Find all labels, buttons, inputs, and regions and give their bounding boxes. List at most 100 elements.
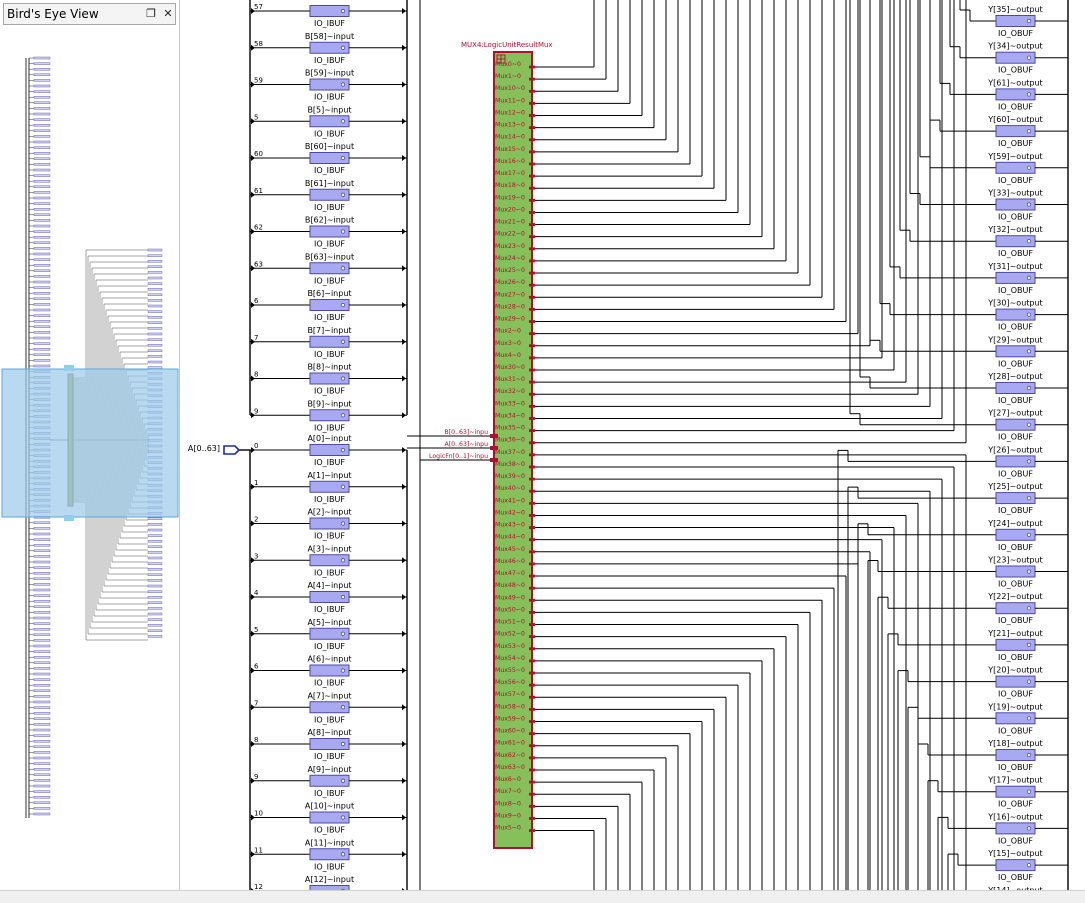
b-input-buffer[interactable]: 60 IO_IBUF B[60]~input	[250, 142, 407, 175]
y-output-buffer[interactable]: Y[33]~output IO_OBUF	[987, 189, 1068, 222]
a-input-buffer[interactable]: 0 IO_IBUF A[0]~input	[250, 434, 407, 467]
y-output-buffer[interactable]: Y[22]~output IO_OBUF	[987, 592, 1068, 625]
mux-output-pin[interactable]: Mux6~0	[495, 776, 535, 784]
mux-output-pin[interactable]: Mux37~0	[495, 449, 535, 457]
mux-output-pin[interactable]: Mux45~0	[495, 546, 535, 554]
viewport-indicator[interactable]	[1, 368, 179, 518]
mux-output-pin[interactable]: Mux46~0	[495, 558, 535, 566]
mux-output-pin[interactable]: Mux52~0	[495, 631, 535, 639]
y-output-buffer[interactable]: Y[32]~output IO_OBUF	[987, 225, 1068, 258]
mux-output-pin[interactable]: Mux39~0	[495, 473, 535, 481]
mux-output-pin[interactable]: Mux10~0	[495, 85, 535, 93]
b-input-buffer[interactable]: 6 IO_IBUF B[6]~input	[250, 289, 407, 322]
mux-output-pin[interactable]: Mux53~0	[495, 643, 535, 651]
mux-output-pin[interactable]: Mux35~0	[495, 425, 535, 432]
mux-output-pin[interactable]: Mux7~0	[495, 788, 535, 796]
mux-input-pin[interactable]: B[0..63]~inpu	[407, 429, 498, 438]
mux-output-pin[interactable]: Mux49~0	[495, 594, 535, 602]
mux-output-pin[interactable]: Mux23~0	[495, 243, 535, 251]
mux-output-pin[interactable]: Mux51~0	[495, 619, 535, 626]
mux-output-pin[interactable]: Mux3~0	[495, 340, 535, 348]
mux-output-pin[interactable]: Mux20~0	[495, 206, 535, 214]
mux-output-pin[interactable]: Mux11~0	[495, 97, 535, 105]
restore-icon[interactable]: ❐	[146, 7, 156, 20]
mux-output-pin[interactable]: Mux56~0	[495, 679, 535, 687]
mux-output-pin[interactable]: Mux55~0	[495, 667, 535, 675]
y-output-buffer[interactable]: Y[18]~output IO_OBUF	[987, 739, 1068, 772]
mux-output-pin[interactable]: Mux33~0	[495, 400, 535, 408]
mux-output-pin[interactable]: Mux2~0	[495, 328, 535, 336]
y-output-buffer[interactable]: Y[15]~output IO_OBUF	[987, 849, 1068, 882]
mux-output-pin[interactable]: Mux31~0	[495, 376, 535, 384]
y-output-buffer[interactable]: Y[30]~output IO_OBUF	[987, 299, 1068, 332]
a-input-buffer[interactable]: 11 IO_IBUF A[11]~input	[250, 838, 407, 871]
mux-output-pin[interactable]: Mux60~0	[495, 728, 535, 735]
mux-output-pin[interactable]: Mux25~0	[495, 267, 535, 275]
mux-output-pin[interactable]: Mux54~0	[495, 655, 535, 663]
y-output-buffer[interactable]: Y[25]~output IO_OBUF	[987, 482, 1068, 515]
b-input-buffer[interactable]: 57 IO_IBUF	[250, 3, 407, 28]
birds-eye-canvas[interactable]	[0, 28, 180, 890]
b-input-buffer[interactable]: 58 IO_IBUF B[58]~input	[250, 32, 407, 65]
mux-output-pin[interactable]: Mux27~0	[495, 291, 535, 299]
mux-output-pin[interactable]: Mux18~0	[495, 182, 535, 190]
ibuf-symbol[interactable]	[309, 885, 350, 891]
mux-output-pin[interactable]: Mux15~0	[495, 146, 535, 154]
mux-output-pin[interactable]: Mux50~0	[495, 606, 535, 614]
mux-output-pin[interactable]: Mux61~0	[495, 740, 535, 748]
y-output-buffer[interactable]: Y[35]~output IO_OBUF	[987, 5, 1068, 38]
a-input-buffer[interactable]: 2 IO_IBUF A[2]~input	[250, 508, 407, 541]
y-output-buffer[interactable]: Y[60]~output IO_OBUF	[987, 115, 1068, 148]
mux-output-pin[interactable]: Mux40~0	[495, 485, 535, 493]
mux-input-pin[interactable]: LogicFn[0..1]~inpu	[420, 453, 498, 462]
y-output-buffer[interactable]: Y[19]~output IO_OBUF	[987, 702, 1068, 735]
b-input-buffer[interactable]: 61 IO_IBUF B[61]~input	[250, 179, 407, 212]
y-output-buffer[interactable]: Y[29]~output IO_OBUF	[987, 335, 1068, 368]
y-output-buffer[interactable]: Y[16]~output IO_OBUF	[987, 812, 1068, 845]
mux-output-pin[interactable]: Mux38~0	[495, 461, 535, 469]
y-output-buffer[interactable]: Y[20]~output IO_OBUF	[987, 666, 1068, 699]
mux-output-pin[interactable]: Mux0~0	[495, 61, 535, 69]
port-a-symbol[interactable]	[223, 445, 241, 455]
b-input-buffer[interactable]: 62 IO_IBUF B[62]~input	[250, 216, 407, 249]
close-icon[interactable]: ✕	[163, 7, 173, 20]
b-input-buffer[interactable]: 5 IO_IBUF B[5]~input	[250, 105, 407, 138]
mux-output-pin[interactable]: Mux28~0	[495, 303, 535, 311]
a-input-buffer[interactable]: 6 IO_IBUF A[6]~input	[250, 655, 407, 688]
y-output-buffer[interactable]: Y[23]~output IO_OBUF	[987, 556, 1068, 589]
mux-output-pin[interactable]: Mux36~0	[495, 437, 535, 445]
mux-output-pin[interactable]: Mux58~0	[495, 703, 535, 711]
mux-output-pin[interactable]: Mux4~0	[495, 352, 535, 360]
mux-output-pin[interactable]: Mux34~0	[495, 412, 535, 420]
mux-output-pin[interactable]: Mux30~0	[495, 364, 535, 372]
a-input-buffer[interactable]: 7 IO_IBUF A[7]~input	[250, 691, 407, 724]
a-input-buffer[interactable]: 8 IO_IBUF A[8]~input	[250, 728, 407, 761]
horizontal-scrollbar[interactable]	[0, 890, 1085, 903]
y-output-buffer[interactable]: Y[59]~output IO_OBUF	[987, 152, 1068, 185]
mux-output-pin[interactable]: Mux42~0	[495, 509, 535, 517]
a-input-buffer[interactable]: 5 IO_IBUF A[5]~input	[250, 618, 407, 651]
mux-input-pin[interactable]: A[0..63]~inpu	[407, 441, 498, 450]
a-input-buffer[interactable]: 9 IO_IBUF A[9]~input	[250, 765, 407, 798]
mux-output-pin[interactable]: Mux57~0	[495, 691, 535, 699]
mux-output-pin[interactable]: Mux29~0	[495, 316, 535, 323]
mux-output-pin[interactable]: Mux8~0	[495, 800, 535, 808]
mux-output-pin[interactable]: Mux21~0	[495, 219, 535, 226]
b-input-buffer[interactable]: 8 IO_IBUF B[8]~input	[250, 363, 407, 396]
a-input-buffer[interactable]: 10 IO_IBUF A[10]~input	[250, 802, 407, 835]
a-input-buffer[interactable]: 1 IO_IBUF A[1]~input	[250, 471, 407, 504]
mux-output-pin[interactable]: Mux32~0	[495, 388, 535, 396]
viewport-handle[interactable]	[64, 515, 74, 521]
a-input-buffer[interactable]: 3 IO_IBUF A[3]~input	[250, 544, 407, 577]
viewport-handle[interactable]	[64, 365, 74, 371]
mux-output-pin[interactable]: Mux41~0	[495, 497, 535, 505]
b-input-buffer[interactable]: 9 IO_IBUF B[9]~input	[250, 399, 407, 432]
y-output-buffer[interactable]: Y[21]~output IO_OBUF	[987, 629, 1068, 662]
mux-output-pin[interactable]: Mux24~0	[495, 255, 535, 263]
a-input-buffer[interactable]: 4 IO_IBUF A[4]~input	[250, 581, 407, 614]
mux-output-pin[interactable]: Mux13~0	[495, 122, 535, 129]
expand-icon[interactable]	[496, 54, 506, 64]
y-output-buffer[interactable]: Y[34]~output IO_OBUF	[987, 42, 1068, 75]
